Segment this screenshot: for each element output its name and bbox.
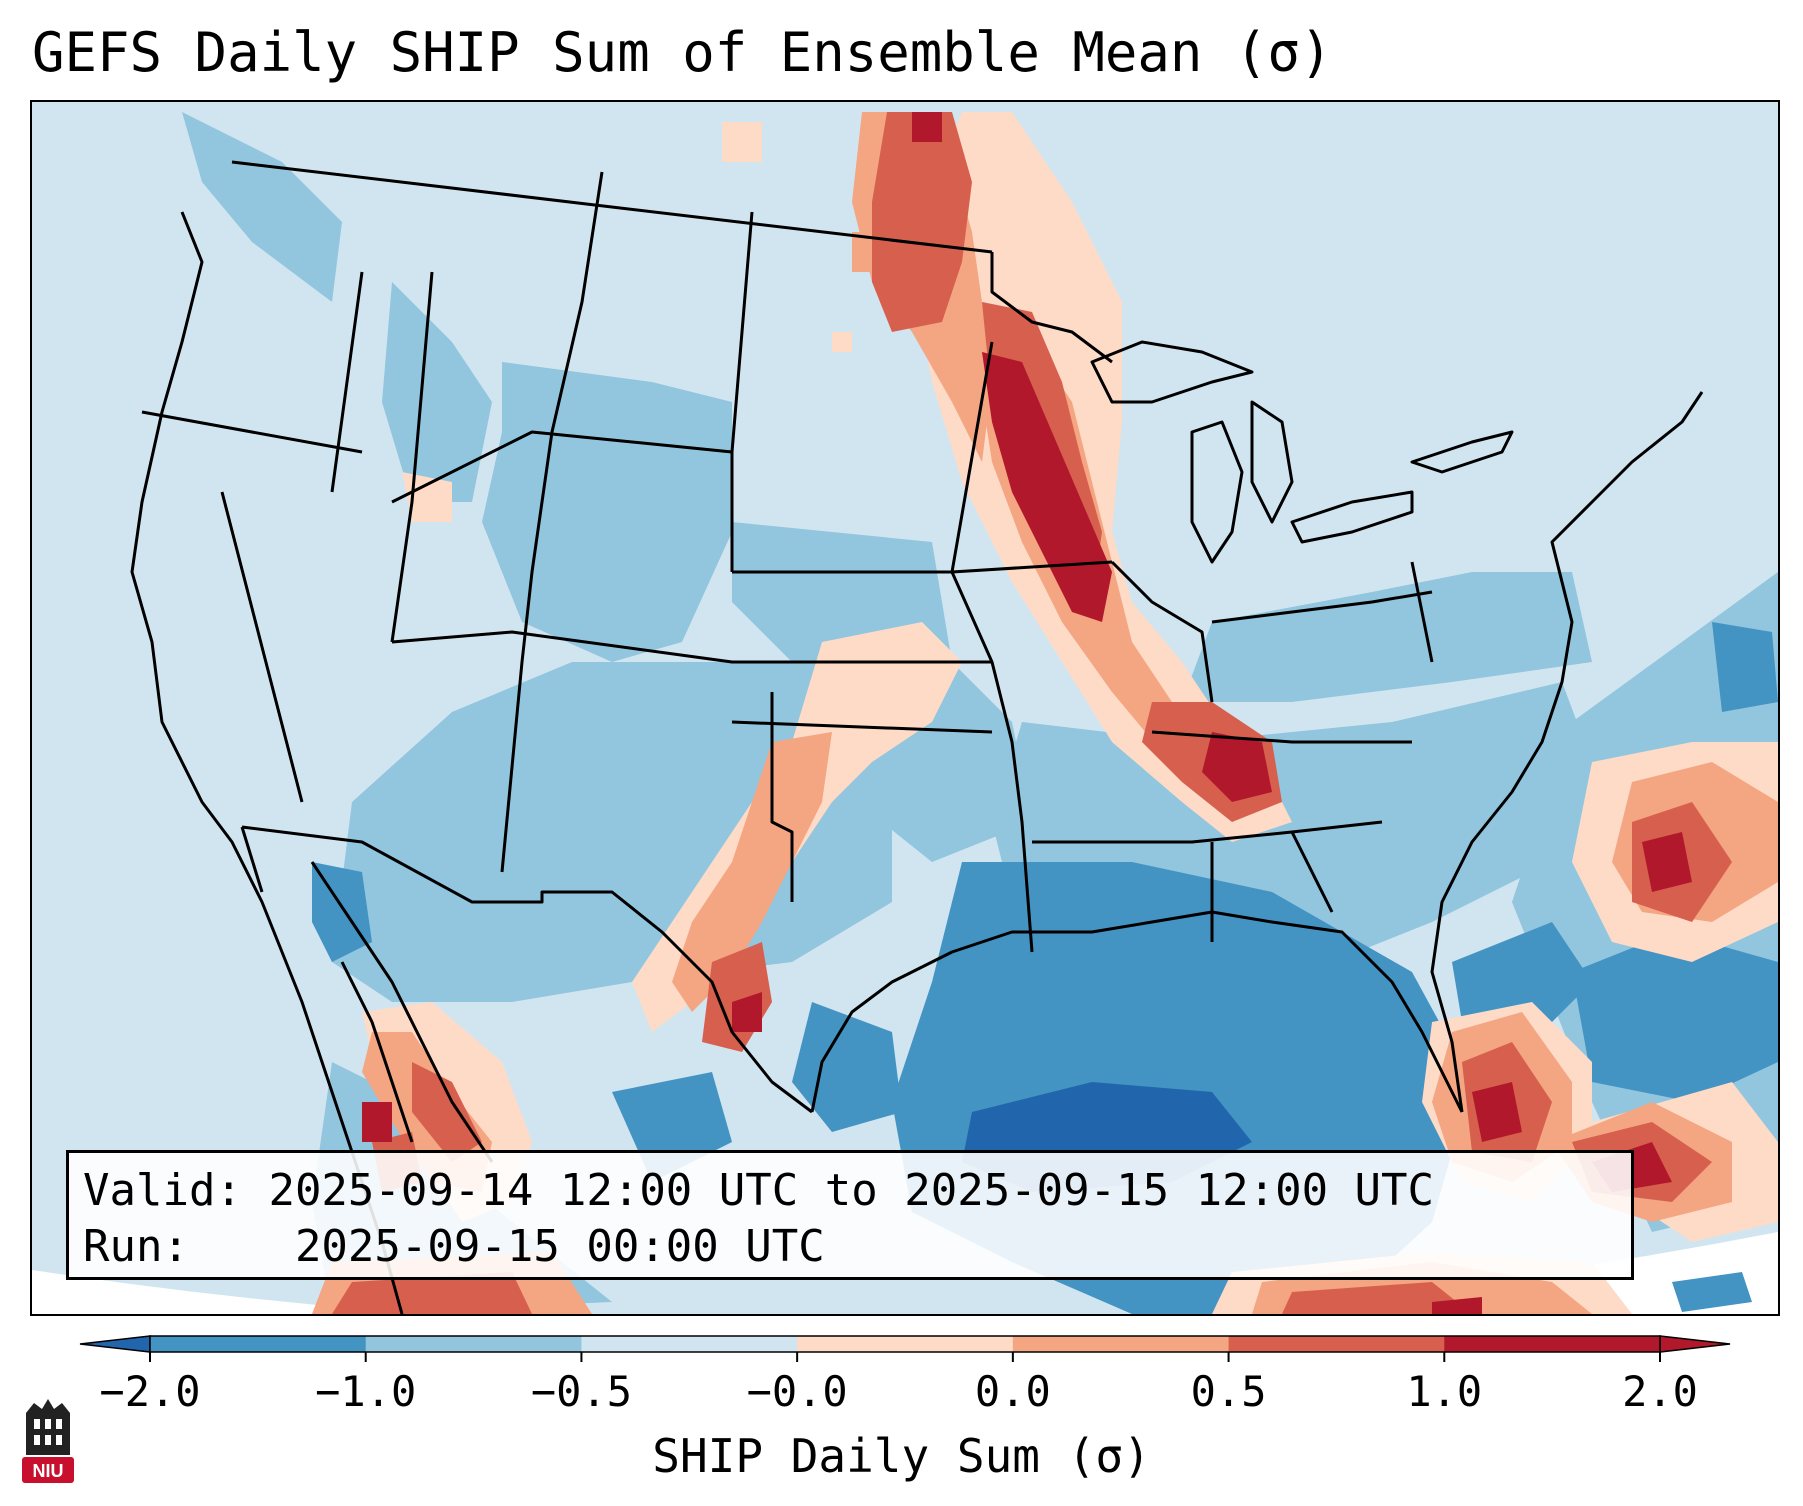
- projection-edge-right: [1592, 432, 1778, 522]
- map-title: GEFS Daily SHIP Sum of Ensemble Mean (σ): [32, 21, 1333, 84]
- colorbar-tick-label: 2.0: [1622, 1367, 1698, 1416]
- colorbar-segment: [1444, 1336, 1661, 1352]
- colorbar-segment: [150, 1336, 367, 1352]
- colorbar: −2.0 −1.0 −0.5 −0.0 0.0 0.5 1.0 2.0: [79, 1335, 1731, 1416]
- map-canvas: [32, 102, 1778, 1314]
- colorbar-tick-label: 1.0: [1406, 1367, 1482, 1416]
- run-label: Run:: [83, 1221, 189, 1272]
- colorbar-segment: [1012, 1336, 1230, 1352]
- svg-text:NIU: NIU: [33, 1461, 64, 1481]
- colorbar-tick-label: −0.5: [531, 1367, 632, 1416]
- valid-value: 2025-09-14 12:00 UTC to 2025-09-15 12:00…: [268, 1165, 1435, 1216]
- colorbar-tick-label: 0.0: [975, 1367, 1051, 1416]
- niu-logo: NIU: [22, 1399, 74, 1483]
- colorbar-segment: [1228, 1336, 1445, 1352]
- colorbar-segment: [797, 1336, 1014, 1352]
- colorbar-frame: [149, 1335, 1661, 1353]
- colorbar-tick-label: −2.0: [99, 1367, 200, 1416]
- colorbar-tick-label: −1.0: [315, 1367, 416, 1416]
- colorbar-segment: [365, 1336, 582, 1352]
- info-box: Valid: 2025-09-14 12:00 UTC to 2025-09-1…: [66, 1150, 1634, 1280]
- colorbar-over-arrow: [1659, 1335, 1731, 1353]
- valid-label: Valid:: [83, 1165, 242, 1216]
- colorbar-label: SHIP Daily Sum (σ): [652, 1429, 1151, 1483]
- colorbar-tick-label: 0.5: [1191, 1367, 1267, 1416]
- colorbar-segment: [581, 1336, 798, 1352]
- colorbar-tick-label: −0.0: [747, 1367, 848, 1416]
- field-dark-red: [362, 112, 1692, 1314]
- map-panel: [30, 100, 1780, 1316]
- colorbar-under-arrow: [79, 1335, 151, 1353]
- run-value: 2025-09-15 00:00 UTC: [294, 1221, 825, 1272]
- boundary-lines: [130, 160, 1704, 1314]
